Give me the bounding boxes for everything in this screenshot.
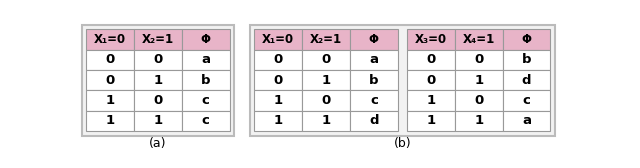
- Bar: [86, 29, 134, 50]
- Bar: [254, 29, 302, 50]
- Text: 0: 0: [321, 94, 331, 107]
- Bar: [134, 90, 182, 111]
- Text: 0: 0: [153, 94, 163, 107]
- Text: d: d: [522, 74, 531, 87]
- Text: 0: 0: [274, 53, 283, 66]
- Bar: [455, 111, 502, 131]
- Bar: [302, 90, 350, 111]
- Text: b: b: [201, 74, 211, 87]
- Text: X₂=1: X₂=1: [310, 33, 342, 46]
- Bar: [182, 90, 230, 111]
- Bar: [182, 111, 230, 131]
- Bar: [407, 90, 455, 111]
- Bar: [86, 70, 134, 90]
- Text: 1: 1: [106, 114, 115, 127]
- Text: c: c: [523, 94, 531, 107]
- Bar: [182, 50, 230, 70]
- Text: 0: 0: [426, 74, 436, 87]
- Text: X₃=0: X₃=0: [415, 33, 447, 46]
- Text: 0: 0: [474, 94, 483, 107]
- Text: 1: 1: [321, 74, 331, 87]
- Text: 1: 1: [154, 114, 163, 127]
- Text: 1: 1: [426, 114, 435, 127]
- Bar: [407, 111, 455, 131]
- Bar: [455, 90, 502, 111]
- Text: 1: 1: [426, 94, 435, 107]
- Text: 0: 0: [153, 53, 163, 66]
- Bar: [86, 111, 134, 131]
- Text: c: c: [202, 94, 210, 107]
- Bar: [134, 111, 182, 131]
- Bar: [254, 111, 302, 131]
- Bar: [350, 111, 397, 131]
- Bar: [455, 50, 502, 70]
- Text: 1: 1: [474, 114, 483, 127]
- Text: 0: 0: [321, 53, 331, 66]
- Bar: [134, 70, 182, 90]
- Bar: [254, 70, 302, 90]
- Text: 1: 1: [274, 94, 283, 107]
- Bar: [350, 70, 397, 90]
- Text: X₁=0: X₁=0: [94, 33, 126, 46]
- Text: 1: 1: [154, 74, 163, 87]
- Bar: [134, 50, 182, 70]
- Bar: [407, 50, 455, 70]
- Text: 0: 0: [474, 53, 483, 66]
- Text: 1: 1: [274, 114, 283, 127]
- Text: X₄=1: X₄=1: [463, 33, 495, 46]
- Bar: [302, 70, 350, 90]
- Bar: [502, 111, 550, 131]
- Text: X₁=0: X₁=0: [262, 33, 294, 46]
- Text: Φ: Φ: [201, 33, 211, 46]
- Text: b: b: [522, 53, 531, 66]
- Bar: [254, 90, 302, 111]
- Text: c: c: [370, 94, 378, 107]
- Bar: [502, 70, 550, 90]
- Bar: [502, 50, 550, 70]
- Bar: [407, 70, 455, 90]
- Text: 0: 0: [274, 74, 283, 87]
- Bar: [455, 70, 502, 90]
- FancyBboxPatch shape: [250, 25, 555, 136]
- Bar: [350, 50, 397, 70]
- Text: (a): (a): [149, 137, 166, 150]
- Bar: [407, 29, 455, 50]
- Bar: [86, 90, 134, 111]
- Text: a: a: [201, 53, 210, 66]
- Bar: [302, 50, 350, 70]
- Text: 1: 1: [321, 114, 331, 127]
- Text: 0: 0: [106, 53, 115, 66]
- Text: d: d: [369, 114, 379, 127]
- Bar: [182, 29, 230, 50]
- Bar: [350, 90, 397, 111]
- Text: 1: 1: [474, 74, 483, 87]
- Bar: [254, 50, 302, 70]
- Bar: [182, 70, 230, 90]
- Bar: [302, 111, 350, 131]
- Bar: [350, 29, 397, 50]
- Text: b: b: [369, 74, 379, 87]
- Text: 0: 0: [426, 53, 436, 66]
- Text: c: c: [202, 114, 210, 127]
- Text: 1: 1: [106, 94, 115, 107]
- Bar: [502, 90, 550, 111]
- Text: Φ: Φ: [369, 33, 379, 46]
- Bar: [455, 29, 502, 50]
- FancyBboxPatch shape: [81, 25, 234, 136]
- Bar: [502, 29, 550, 50]
- Text: a: a: [369, 53, 378, 66]
- Text: X₂=1: X₂=1: [142, 33, 174, 46]
- Text: (b): (b): [394, 137, 412, 150]
- Text: 0: 0: [106, 74, 115, 87]
- Bar: [86, 50, 134, 70]
- Text: a: a: [522, 114, 531, 127]
- Text: Φ: Φ: [522, 33, 532, 46]
- Bar: [134, 29, 182, 50]
- Bar: [302, 29, 350, 50]
